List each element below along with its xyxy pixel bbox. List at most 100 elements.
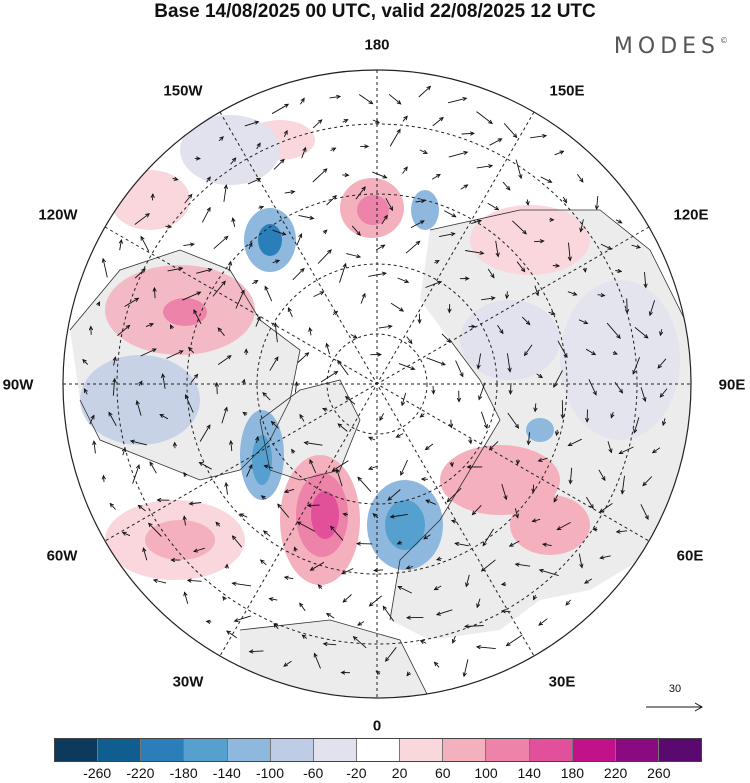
wind-vector-head xyxy=(397,586,403,590)
wind-vector-head xyxy=(152,578,158,583)
wind-vector-head xyxy=(317,119,323,124)
vector-scale-arrow xyxy=(646,702,704,712)
wind-vector-head xyxy=(403,166,408,172)
wind-vector xyxy=(471,220,482,225)
wind-vector xyxy=(317,249,332,264)
wind-vector xyxy=(162,374,166,389)
wind-vector-head xyxy=(222,595,227,601)
lon-label-150e: 150E xyxy=(549,82,585,100)
wind-vector-head xyxy=(396,540,402,545)
colorbar-swatch xyxy=(572,739,616,761)
wind-vector-head xyxy=(396,100,402,105)
wind-vector-head xyxy=(403,115,408,121)
wind-vector xyxy=(226,630,237,639)
wind-vector xyxy=(350,334,358,339)
wind-vector-head xyxy=(135,400,140,406)
wind-vector-head xyxy=(466,464,472,470)
wind-vector-head xyxy=(254,120,260,125)
wind-vector xyxy=(577,174,584,183)
wind-vector-head xyxy=(214,381,219,387)
wind-vector-head xyxy=(368,602,374,607)
colorbar-swatch xyxy=(55,739,99,761)
wind-vector xyxy=(299,602,306,612)
wind-vector-head xyxy=(290,189,296,195)
wind-vector-head xyxy=(399,307,405,312)
wind-vector xyxy=(600,243,612,250)
wind-vector xyxy=(507,412,519,429)
wind-vector-head xyxy=(556,526,562,531)
wind-vector-head xyxy=(601,476,606,482)
wind-vector-head xyxy=(217,327,222,333)
wind-vector xyxy=(232,535,243,548)
wind-vector xyxy=(487,268,495,278)
wind-vector-head xyxy=(259,559,265,564)
wind-vector xyxy=(272,260,280,264)
wind-vector xyxy=(360,293,366,304)
wind-vector xyxy=(476,111,493,124)
wind-vector xyxy=(183,516,186,526)
modes-logo: MODES© xyxy=(614,34,728,59)
wind-vector xyxy=(472,504,482,515)
wind-vector xyxy=(397,277,409,283)
colorbar-tick-label: 60 xyxy=(435,765,451,781)
wind-vector-head xyxy=(463,624,469,629)
wind-vector xyxy=(441,333,451,343)
wind-vector xyxy=(346,253,361,258)
anomaly-positive xyxy=(440,445,560,515)
wind-vector xyxy=(567,291,577,296)
wind-vector-head xyxy=(476,603,481,609)
wind-vector-head xyxy=(364,144,370,149)
wind-vector xyxy=(527,432,530,445)
wind-vector-head xyxy=(504,294,510,300)
wind-vector-head xyxy=(380,244,386,249)
wind-vectors xyxy=(82,85,668,678)
wind-vector-head xyxy=(322,641,328,647)
anomaly-field xyxy=(80,115,680,585)
wind-vector xyxy=(301,147,307,159)
wind-vector-head xyxy=(317,584,323,589)
wind-vector xyxy=(345,396,356,405)
wind-vector-head xyxy=(243,348,249,354)
wind-vector-head xyxy=(241,378,246,384)
wind-vector-head xyxy=(173,176,179,181)
wind-vector-head xyxy=(263,464,269,469)
wind-vector xyxy=(439,233,455,238)
wind-vector-head xyxy=(400,401,406,407)
wind-vector xyxy=(138,505,146,512)
wind-vector-head xyxy=(182,515,187,521)
wind-vector-head xyxy=(331,467,337,472)
wind-vector xyxy=(357,476,372,493)
wind-vector-head xyxy=(205,619,211,624)
wind-vector-head xyxy=(379,416,384,422)
wind-vector-head xyxy=(206,176,211,182)
wind-vector-head xyxy=(233,618,239,623)
wind-vector-head xyxy=(488,164,494,169)
wind-vector xyxy=(166,350,183,359)
wind-vector-head xyxy=(462,96,468,102)
wind-vector-head xyxy=(643,283,648,289)
colorbar-tick-label: -140 xyxy=(212,765,241,781)
colorbar-swatch xyxy=(356,739,401,761)
wind-vector-head xyxy=(501,609,506,614)
wind-vector xyxy=(389,129,401,147)
wind-vector xyxy=(524,344,533,356)
wind-vector xyxy=(465,250,484,254)
wind-vector xyxy=(501,483,507,500)
wind-vector xyxy=(249,650,264,653)
wind-vector xyxy=(294,382,298,393)
wind-vector-head xyxy=(125,324,131,330)
wind-vector-head xyxy=(490,273,495,279)
wind-vector xyxy=(122,448,126,456)
wind-vector-head xyxy=(283,662,288,667)
wind-vector-head xyxy=(368,100,374,105)
lon-label-180: 180 xyxy=(364,36,390,54)
wind-vector-head xyxy=(88,325,94,331)
wind-vector xyxy=(478,382,486,400)
wind-vector xyxy=(662,418,666,426)
wind-vector-head xyxy=(343,119,349,124)
wind-vector xyxy=(443,210,456,218)
wind-vector-head xyxy=(483,424,488,430)
wind-vector xyxy=(633,417,640,433)
wind-vector-head xyxy=(294,381,299,387)
